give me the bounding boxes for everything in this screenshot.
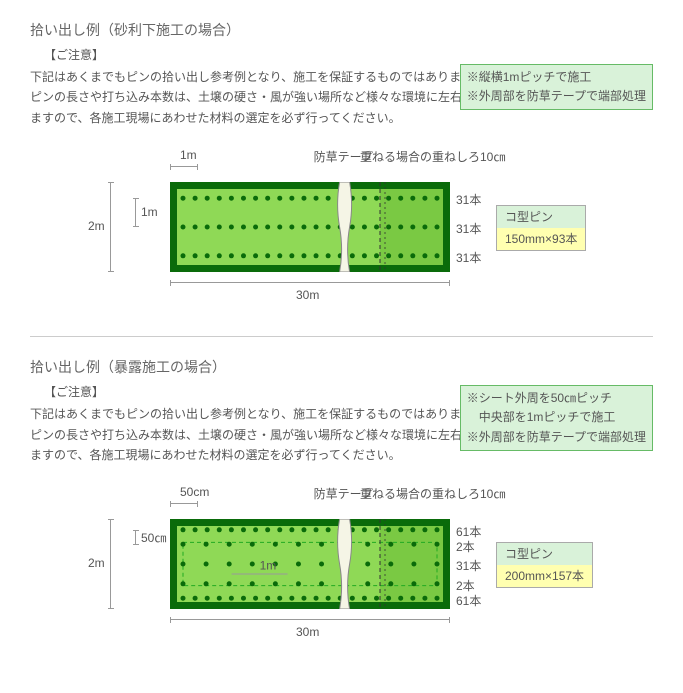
overlap-label: 重ねる場合の重ねしろ10㎝	[360, 148, 505, 165]
row-count: 31本	[456, 220, 481, 237]
bracket	[110, 519, 111, 609]
diagram: 1m 防草テープ 重ねる場合の重ねしろ10㎝ 2m 1m	[30, 138, 653, 306]
dim-bottom: 30m	[296, 288, 319, 302]
row-count: 2本	[456, 538, 475, 555]
separator	[30, 336, 653, 337]
dim-bottom: 30m	[296, 625, 319, 639]
dim-left-outer: 2m	[88, 219, 105, 233]
bracket	[170, 503, 198, 504]
dim-top-small: 50cm	[180, 485, 209, 499]
section-1: 拾い出し例（暴露施工の場合） 【ご注意】 下記はあくまでもピンの拾い出し参考例と…	[30, 357, 653, 643]
bracket	[170, 619, 450, 620]
section-title: 拾い出し例（暴露施工の場合）	[30, 357, 653, 377]
pin-box-head: コ型ピン	[497, 206, 585, 228]
note-label: 【ご注意】	[44, 46, 653, 63]
section-title: 拾い出し例（砂利下施工の場合）	[30, 20, 653, 40]
bracket	[170, 166, 198, 167]
side-note: ※縦横1mピッチで施工※外周部を防草テープで端部処理	[460, 64, 653, 110]
bracket	[110, 182, 111, 272]
section-0: 拾い出し例（砂利下施工の場合） 【ご注意】 下記はあくまでもピンの拾い出し参考例…	[30, 20, 653, 306]
dim-top-small: 1m	[180, 148, 197, 162]
dim-left-inner: 1m	[141, 205, 158, 219]
bracket	[135, 198, 136, 227]
row-count: 31本	[456, 191, 481, 208]
pin-box: コ型ピン 200mm×157本	[496, 542, 593, 588]
svg-text:1m: 1m	[260, 559, 277, 573]
row-count: 61本	[456, 592, 481, 609]
row-count: 31本	[456, 557, 481, 574]
diagram: 50cm 防草テープ 重ねる場合の重ねしろ10㎝ 2m 50㎝ 1m	[30, 475, 653, 643]
dim-left-outer: 2m	[88, 556, 105, 570]
bracket	[135, 530, 136, 544]
overlap-label: 重ねる場合の重ねしろ10㎝	[360, 485, 505, 502]
dim-left-inner: 50㎝	[141, 529, 166, 546]
sheet	[170, 182, 450, 272]
side-note: ※シート外周を50㎝ピッチ 中央部を1mピッチで施工※外周部を防草テープで端部処…	[460, 385, 653, 451]
pin-box-val: 150mm×93本	[497, 228, 585, 250]
row-count: 31本	[456, 249, 481, 266]
pin-box-val: 200mm×157本	[497, 565, 592, 587]
pin-box: コ型ピン 150mm×93本	[496, 205, 586, 251]
bracket	[170, 282, 450, 283]
pin-box-head: コ型ピン	[497, 543, 592, 565]
sheet: 1m	[170, 519, 450, 609]
note-line: ますので、各施工現場にあわせた材料の選定を必ず行ってください。	[30, 108, 653, 128]
